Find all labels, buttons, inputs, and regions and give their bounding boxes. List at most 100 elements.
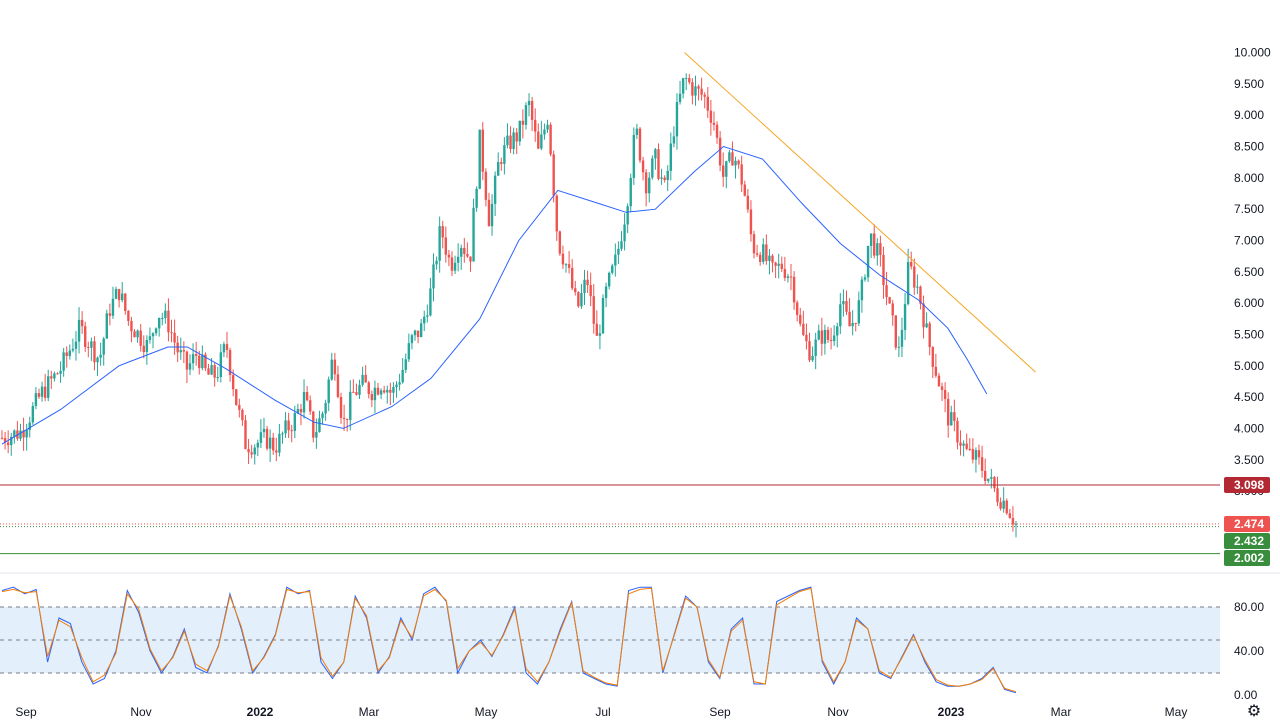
candle [910,251,913,270]
price-tick-label: 8.500 [1234,140,1264,154]
candle [965,433,968,451]
candle [389,382,392,405]
candle [681,77,685,99]
candle [601,294,605,335]
candle [755,244,759,257]
candle [127,310,130,326]
candle [574,280,577,296]
candle [145,335,149,365]
candle [715,121,719,144]
candle [977,444,981,465]
candle [157,317,161,337]
time-tick-label: Sep [709,705,731,719]
candle [268,429,272,462]
candle [678,80,682,105]
candle [164,303,167,324]
candle [1011,506,1015,532]
candle [441,220,444,249]
candle [173,319,176,355]
candle [758,251,762,266]
settings-gear-icon[interactable]: ⚙ [1246,703,1262,720]
candle [176,335,179,362]
candle [148,327,152,344]
candle [916,274,919,294]
candle [80,311,84,334]
time-tick-label: Jul [595,705,610,719]
candle [931,346,934,379]
candle [361,366,364,387]
candle [518,120,521,146]
candle [40,381,44,402]
candle [315,418,318,449]
candle [598,324,602,350]
price-tick-label: 9.000 [1234,108,1264,122]
candle [589,272,592,307]
candle [663,175,666,183]
candle [863,274,867,282]
candle [16,421,19,441]
candle [238,398,241,418]
price-tick-label: 8.000 [1234,171,1264,185]
candle [207,363,210,375]
candle [379,388,383,400]
candle [56,372,59,375]
candle [225,331,229,358]
candle [185,350,189,384]
candle [685,73,688,91]
candle [555,194,558,241]
time-tick-label: Sep [15,705,37,719]
candle [512,127,515,155]
candle [139,324,142,352]
candle [558,230,562,256]
time-tick-label: 2022 [247,705,274,719]
candle [851,310,854,336]
candle [475,186,478,212]
time-tick-label: May [1165,705,1188,719]
candle [503,137,506,175]
support-price-tag [1224,533,1270,550]
candle [990,468,993,489]
candle [31,402,35,425]
candle [287,412,290,438]
candle [1002,487,1005,513]
price-tick-label: 9.500 [1234,77,1264,91]
candle [256,439,260,457]
candle [826,326,830,343]
candle [632,127,636,185]
time-tick-label: 2023 [938,705,965,719]
candle [962,440,965,457]
candle [937,372,941,387]
candle [262,417,266,438]
candle [444,226,448,263]
candle [250,444,253,459]
candle [953,399,956,432]
candle [71,338,75,353]
candle [725,160,728,189]
candle [842,289,845,317]
candle [657,143,660,181]
candle [290,424,293,443]
candle [345,418,349,432]
candle [993,476,996,493]
candle [839,293,842,335]
candle [487,193,491,227]
candle [968,438,971,451]
candle [278,424,281,457]
candle [734,156,737,179]
time-tick-label: Mar [359,705,380,719]
candle [641,156,645,181]
candle [706,87,709,119]
candle [170,319,173,343]
candle [820,317,824,356]
candle [666,165,669,192]
candle [352,379,355,393]
candle [339,392,343,424]
stochastic-tick-label: 0.00 [1234,688,1258,702]
candle [219,344,223,383]
candle [77,307,81,354]
candle [688,74,691,85]
candle [105,309,108,339]
candle [786,273,790,283]
candle [241,408,244,426]
